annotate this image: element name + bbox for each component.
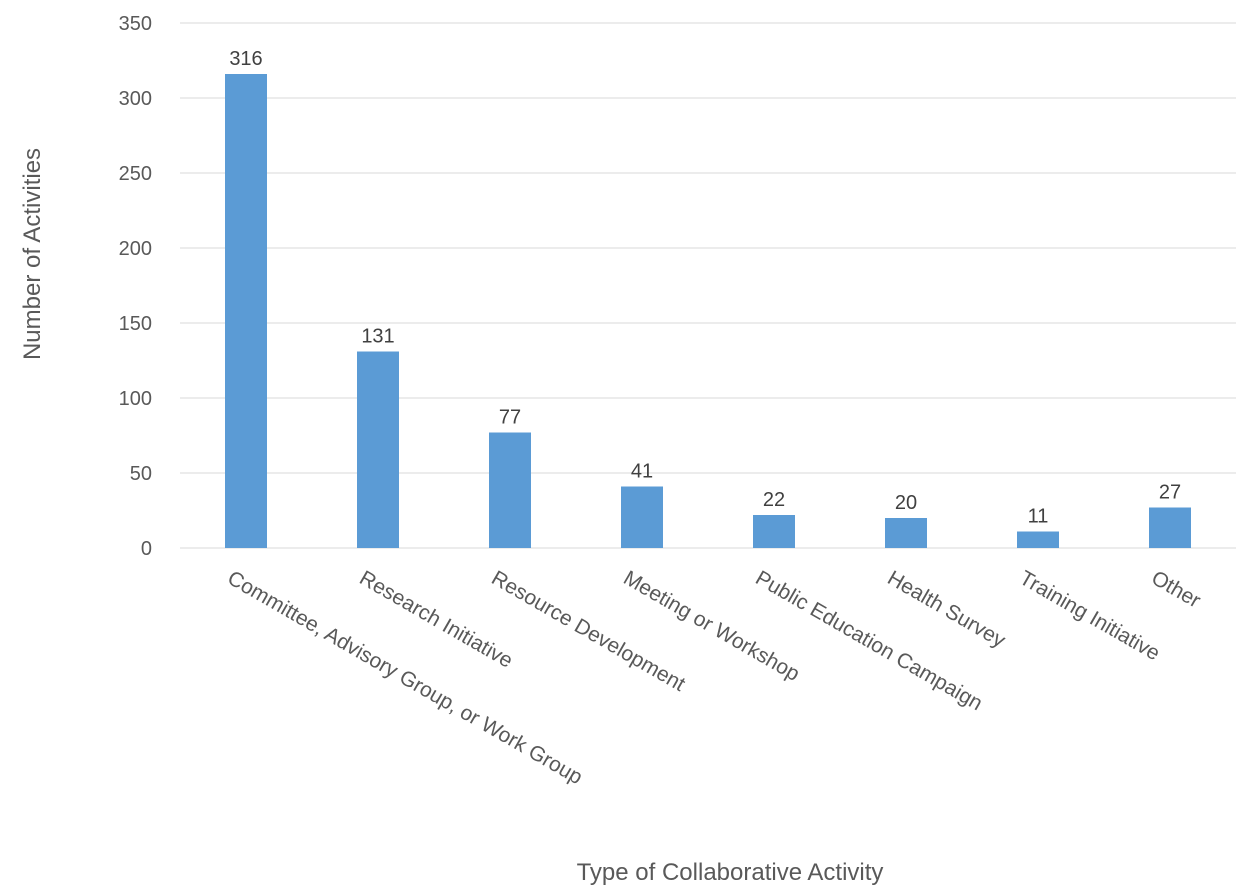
- data-label: 11: [1028, 506, 1049, 528]
- bar: [1149, 507, 1191, 548]
- bar: [753, 515, 795, 548]
- bar: [1017, 531, 1059, 548]
- y-axis-title: Number of Activities: [19, 148, 46, 360]
- data-label: 41: [631, 461, 653, 483]
- gridlines: [180, 22, 1236, 549]
- data-label: 27: [1159, 482, 1181, 504]
- y-tick-label: 50: [130, 463, 152, 485]
- y-tick-label: 150: [119, 313, 152, 335]
- y-tick-label: 250: [119, 163, 152, 185]
- bars: [225, 74, 1191, 548]
- data-label: 131: [361, 326, 394, 348]
- bar: [885, 518, 927, 548]
- bar: [621, 486, 663, 548]
- x-axis-title: Type of Collaborative Activity: [577, 859, 884, 886]
- x-tick-label: Other: [1148, 566, 1205, 612]
- y-tick-label: 350: [119, 13, 152, 35]
- bar: [357, 351, 399, 548]
- y-tick-label: 200: [119, 238, 152, 260]
- data-label: 77: [499, 407, 521, 429]
- bar: [225, 74, 267, 548]
- y-tick-label: 100: [119, 388, 152, 410]
- y-axis-ticks: 0 50 100 150 200 250 300 350: [119, 13, 152, 560]
- y-tick-label: 300: [119, 88, 152, 110]
- data-label: 316: [229, 48, 262, 70]
- data-labels: 316 131 77 41 22 20 11 27: [229, 48, 1181, 528]
- bar: [489, 432, 531, 548]
- x-axis-ticks: Committee, Advisory Group, or Work Group…: [224, 566, 1205, 789]
- x-tick-label: Public Education Campaign: [752, 566, 987, 715]
- data-label: 20: [895, 492, 917, 514]
- x-tick-label: Health Survey: [884, 566, 1010, 652]
- x-tick-label: Training Initiative: [1016, 566, 1164, 665]
- data-label: 22: [763, 489, 785, 511]
- y-tick-label: 0: [141, 538, 152, 560]
